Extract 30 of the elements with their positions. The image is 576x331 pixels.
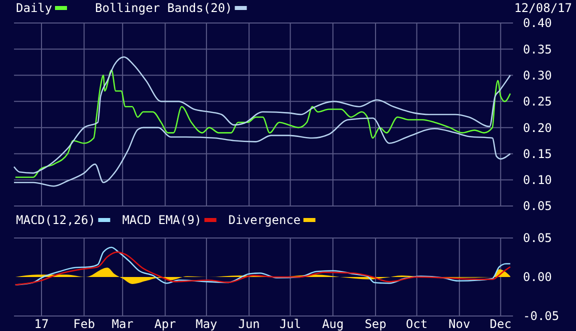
x-tick-label: Oct <box>406 317 428 331</box>
y-tick-label: -0.05 <box>523 309 560 324</box>
legend-label: Divergence <box>228 213 301 227</box>
y-tick-label: 0.15 <box>523 146 552 161</box>
x-tick-label: May <box>196 317 218 331</box>
y-tick-label: 0.10 <box>523 173 552 188</box>
x-tick-label: Feb <box>73 317 95 331</box>
x-tick-label: Nov <box>448 317 470 331</box>
y-tick-label: 0.05 <box>523 199 552 214</box>
x-tick-label: Dec <box>490 317 512 331</box>
y-tick-label: 0.05 <box>523 231 552 246</box>
text: 12/08/17 <box>514 1 572 15</box>
y-tick-label: 0.20 <box>523 120 552 135</box>
x-tick-label: Mar <box>112 317 134 331</box>
y-tick-label: 0.40 <box>523 16 552 30</box>
y-tick-label: 0.35 <box>523 42 552 56</box>
x-tick-label: Apr <box>154 317 176 331</box>
y-tick-label: 0.25 <box>523 94 552 109</box>
legend-label: MACD EMA(9) <box>122 213 202 227</box>
x-tick-label: Jul <box>279 317 302 331</box>
line-series <box>13 118 511 187</box>
x-tick-label: 17 <box>34 317 49 331</box>
legend-label: Bollinger Bands(20) <box>95 1 232 15</box>
x-tick-label: Jun <box>238 317 260 331</box>
y-tick-label: 0.00 <box>523 270 552 284</box>
x-tick-label: Sep <box>364 317 386 331</box>
legend-label: Daily <box>16 1 52 15</box>
y-tick-label: 0.30 <box>523 68 552 82</box>
x-tick-label: Aug <box>322 317 344 331</box>
legend-label: MACD(12,26) <box>16 213 96 227</box>
